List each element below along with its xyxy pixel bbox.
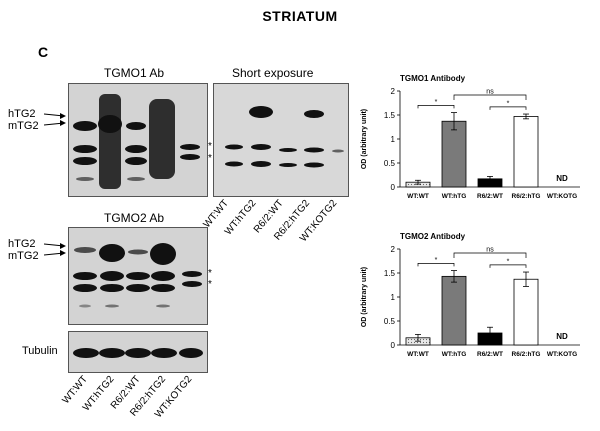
bar [513, 116, 539, 188]
y-tick-label: 1.5 [384, 269, 396, 278]
y-tick-label: 1 [391, 135, 396, 144]
short-exposure-blot-image [213, 83, 349, 197]
band-star-1: * [208, 141, 212, 152]
y-tick-label: 1.5 [384, 111, 396, 120]
significance-label: ns [486, 89, 494, 96]
x-tick-label: WT:hTG [442, 193, 467, 200]
x-tick-label: WT:WT [407, 351, 429, 358]
htg2-label-top: hTG2 [8, 108, 36, 120]
significance-bracket [417, 105, 455, 109]
y-axis-label: OD (arbitrary unit) [361, 109, 368, 169]
tgmo1-blot-title: TGMO1 Ab [104, 66, 165, 80]
significance-bracket [417, 263, 455, 267]
page-title: STRIATUM [262, 8, 338, 24]
tubulin-label: Tubulin [22, 345, 58, 357]
tgmo1-bands [69, 84, 207, 196]
y-tick-label: 0 [391, 341, 396, 350]
x-tick-label: R6/2:WT [477, 351, 503, 358]
tgmo2-bands [69, 228, 207, 324]
x-tick-label: WT:KOTG [547, 193, 577, 200]
x-tick-label: WT:hTG [442, 351, 467, 358]
significance-bracket [453, 94, 527, 100]
panel-letter: C [38, 44, 49, 60]
significance-bracket [453, 252, 527, 258]
y-tick-label: 2 [391, 245, 396, 254]
y-tick-label: 0 [391, 183, 396, 192]
band-star-3: * [208, 268, 212, 279]
y-tick-label: 0.5 [384, 317, 396, 326]
x-tick-label: WT:WT [407, 193, 429, 200]
nd-label: ND [556, 174, 568, 183]
significance-label: * [435, 99, 438, 106]
tgmo2-blot-image [68, 227, 208, 325]
y-tick-label: 2 [391, 87, 396, 96]
short-exposure-bands [214, 84, 348, 196]
tgmo2-bar-chart: 0 0.5 1 1.5 2 OD (arbitrary unit) WT:WT WT:hTG R… [361, 245, 580, 358]
x-tick-label: WT:KOTG [547, 351, 577, 358]
htg2-label-bottom: hTG2 [8, 238, 36, 250]
significance-label: * [435, 257, 438, 264]
tubulin-blot-image [68, 331, 208, 373]
y-tick-label: 1 [391, 293, 396, 302]
mtg2-label-top: mTG2 [8, 120, 39, 132]
significance-bracket [489, 106, 527, 110]
x-tick-label: R6/2:hTG [512, 193, 541, 200]
chart1-title: TGMO1 Antibody [400, 74, 466, 83]
band-arrows-top [44, 113, 66, 126]
y-axis-label: OD (arbitrary unit) [361, 267, 368, 327]
band-star-4: * [208, 279, 212, 290]
band-star-2: * [208, 153, 212, 164]
significance-bracket [489, 264, 527, 268]
tgmo1-bar-chart: 0 0.5 1 1.5 2 OD (arbitrary unit) WT:WT WT:hTG R… [361, 87, 580, 200]
tgmo2-blot-title: TGMO2 Ab [104, 211, 165, 225]
bar [513, 278, 539, 346]
chart2-title: TGMO2 Antibody [400, 232, 466, 241]
x-tick-label: R6/2:WT [477, 193, 503, 200]
bar [441, 120, 467, 188]
mtg2-label-bottom: mTG2 [8, 250, 39, 262]
band-arrows-bottom [44, 243, 66, 256]
tgmo1-blot-image [68, 83, 208, 197]
nd-label: ND [556, 332, 568, 341]
bar [441, 275, 467, 346]
y-tick-label: 0.5 [384, 159, 396, 168]
x-tick-label: R6/2:hTG [512, 351, 541, 358]
short-exposure-title: Short exposure [232, 66, 314, 80]
tubulin-bands [69, 332, 207, 372]
significance-label: ns [486, 247, 494, 254]
significance-label: * [507, 258, 510, 265]
significance-label: * [507, 100, 510, 107]
